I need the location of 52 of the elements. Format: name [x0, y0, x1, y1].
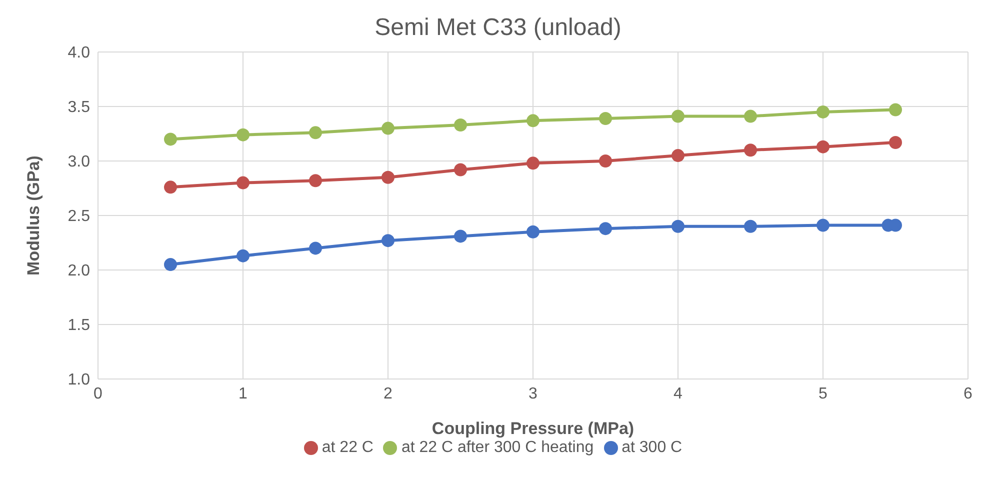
point — [382, 170, 394, 184]
legend-label: at 22 C — [322, 439, 374, 456]
point — [526, 225, 540, 238]
point — [454, 163, 467, 176]
x-tick-label: 1 — [238, 385, 248, 402]
point — [236, 176, 250, 190]
y-tick-label: 2.0 — [68, 262, 90, 280]
point — [309, 174, 322, 188]
point — [599, 112, 612, 125]
point — [816, 140, 830, 154]
point — [744, 144, 757, 157]
point — [309, 126, 322, 140]
point — [236, 249, 250, 262]
point — [744, 110, 757, 123]
y-tick-label: 1.5 — [68, 317, 90, 334]
point — [889, 136, 902, 149]
point — [889, 103, 902, 116]
y-tick-label: 3.5 — [68, 99, 90, 116]
x-tick-label: 3 — [528, 385, 538, 402]
x-tick-label: 2 — [384, 385, 393, 402]
point — [816, 105, 830, 118]
x-tick-label: 5 — [818, 385, 828, 402]
point — [672, 110, 684, 123]
point — [382, 122, 394, 135]
y-tick-label: 2.5 — [68, 208, 90, 226]
y-tick-label: 3.0 — [68, 154, 90, 171]
y-tick-label: 1.0 — [68, 372, 90, 389]
x-axis-title: Coupling Pressure (MPa) — [432, 419, 634, 438]
point — [236, 128, 250, 142]
point — [599, 154, 612, 168]
point — [309, 242, 322, 255]
point — [382, 234, 394, 248]
point — [164, 180, 177, 194]
y-axis-title: Modulus (GPa) — [24, 156, 44, 276]
point — [526, 156, 540, 170]
x-tick-label: 0 — [94, 385, 103, 402]
point — [454, 118, 467, 132]
point — [164, 132, 177, 146]
point — [816, 218, 830, 232]
point — [672, 149, 684, 162]
point — [454, 230, 467, 243]
legend-label: at 300 C — [622, 439, 682, 456]
point — [526, 114, 540, 128]
point — [164, 258, 177, 272]
point — [599, 222, 612, 236]
legend-label: at 22 C after 300 C heating — [401, 439, 594, 456]
point — [672, 220, 684, 233]
x-tick-label: 4 — [674, 385, 683, 402]
x-tick-label: 6 — [964, 385, 973, 402]
point — [744, 220, 757, 233]
y-tick-label: 4.0 — [68, 44, 90, 62]
chart-title: Semi Met C33 (unload) — [374, 14, 622, 42]
